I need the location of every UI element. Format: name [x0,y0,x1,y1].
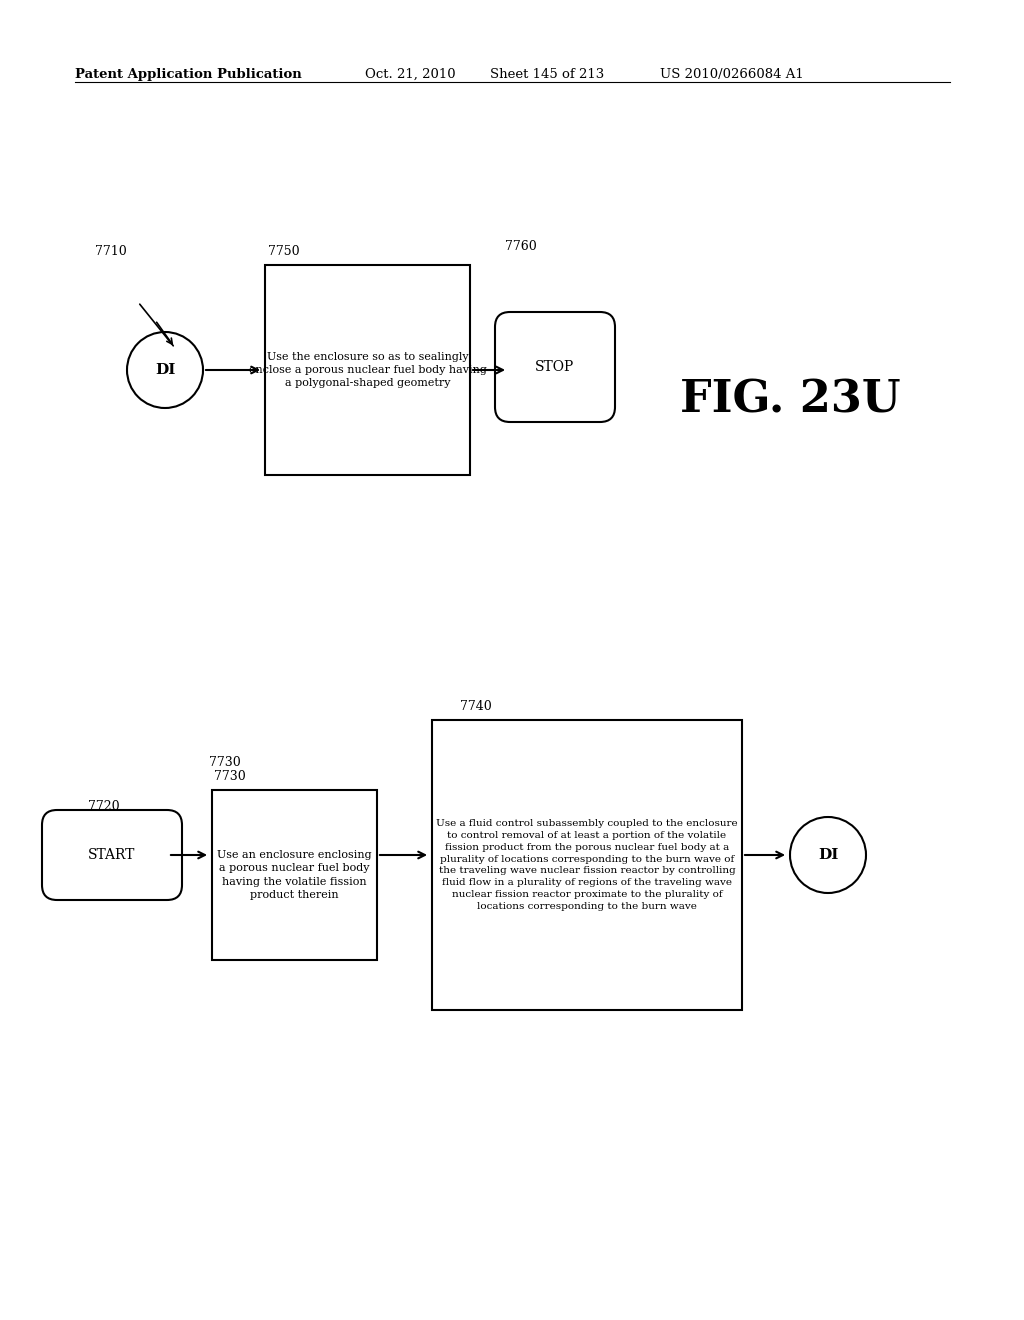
Bar [212,789,377,960]
Text: 7720: 7720 [88,800,120,813]
Text: Use the enclosure so as to sealingly
enclose a porous nuclear fuel body having
a: Use the enclosure so as to sealingly enc… [249,352,486,388]
Text: DI: DI [155,363,175,378]
Text: 7740: 7740 [460,700,492,713]
Text: Use a fluid control subassembly coupled to the enclosure
to control removal of a: Use a fluid control subassembly coupled … [436,820,738,911]
Text: 7760: 7760 [505,240,537,253]
Text: US 2010/0266084 A1: US 2010/0266084 A1 [660,69,804,81]
Text: 7730: 7730 [214,770,246,783]
Text: Patent Application Publication: Patent Application Publication [75,69,302,81]
Text: Sheet 145 of 213: Sheet 145 of 213 [490,69,604,81]
Text: Use an enclosure enclosing
a porous nuclear fuel body
having the volatile fissio: Use an enclosure enclosing a porous nucl… [217,850,372,900]
Text: START: START [88,847,136,862]
Bar [265,265,470,475]
Text: 7710: 7710 [95,246,127,257]
Text: 7730: 7730 [209,756,241,770]
Text: DI: DI [818,847,839,862]
Text: FIG. 23U: FIG. 23U [680,379,901,421]
Bar [432,719,742,1010]
Text: 7750: 7750 [268,246,300,257]
Text: STOP: STOP [536,360,574,374]
Text: Oct. 21, 2010: Oct. 21, 2010 [365,69,456,81]
